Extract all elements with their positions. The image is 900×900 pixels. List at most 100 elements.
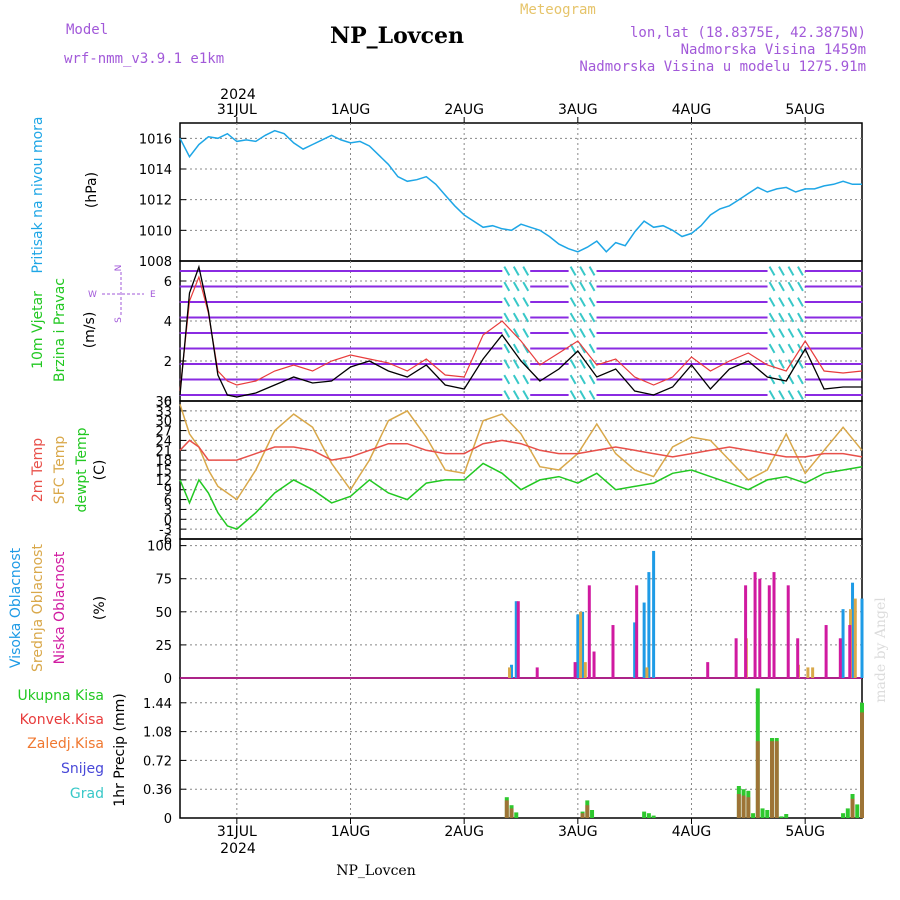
wind-barb — [522, 281, 530, 292]
date-tick-bottom: 4AUG — [672, 824, 712, 840]
wind-barb — [768, 281, 776, 292]
y-tick-label: 1012 — [139, 194, 172, 209]
precip-bar — [850, 798, 855, 818]
wind-barb — [512, 343, 520, 354]
wind-barb — [569, 297, 577, 307]
precip-bar — [860, 712, 864, 818]
wind-barb — [503, 297, 511, 307]
wind-barb — [522, 328, 530, 338]
cloud-bar — [535, 667, 539, 678]
model-elevation-text: Nadmorska Visina u modelu 1275.91m — [579, 59, 866, 75]
wind-barb — [797, 266, 804, 276]
y-tick-label: 15 — [155, 464, 172, 479]
y-tick-label: -3 — [159, 523, 172, 538]
year-bottom: 2024 — [220, 841, 256, 857]
y-tick-label: 0 — [164, 395, 172, 410]
compass-east: E — [150, 290, 156, 300]
wind-barb — [588, 343, 596, 354]
precip-bar — [509, 808, 514, 818]
cloud-bar — [848, 625, 852, 678]
wind-barb — [503, 343, 511, 354]
date-tick-top: 1AUG — [331, 102, 371, 118]
wind-barb — [768, 390, 776, 400]
cloud-low-label: Niska Oblacnost — [52, 551, 68, 664]
wind-barb — [588, 390, 596, 400]
date-tick-bottom: 3AUG — [558, 824, 598, 840]
temp-unit: (C) — [92, 460, 108, 481]
cloud-bar — [587, 585, 591, 678]
y-tick-label: 75 — [155, 573, 172, 588]
y-tick-label: 1016 — [139, 132, 172, 147]
date-tick-bottom: 5AUG — [785, 824, 825, 840]
wind-barb — [512, 312, 520, 323]
cloud-bar — [796, 638, 800, 678]
y-tick-label: 0 — [164, 513, 172, 528]
wind-barb — [522, 374, 530, 385]
wind-barb — [569, 390, 577, 400]
precip-bar — [841, 813, 846, 818]
y-tick-label: -6 — [159, 533, 172, 548]
cloud-bar — [806, 667, 810, 678]
y-tick-label: 3 — [164, 503, 172, 518]
wind-barb — [522, 297, 530, 307]
wind-barb — [588, 328, 596, 338]
cloud-bar — [516, 601, 520, 678]
y-tick-label: 25 — [155, 639, 172, 654]
precip-bar — [779, 816, 784, 818]
precip-bar — [755, 741, 760, 818]
temp-dew-label: dewpt Temp — [74, 427, 90, 512]
wind-barb — [503, 359, 511, 369]
wind-barb — [579, 281, 586, 292]
date-tick-top: 31JUL — [217, 102, 257, 118]
cloud-bar — [767, 585, 771, 678]
wind-barb — [797, 374, 804, 385]
precip-bar — [770, 741, 775, 818]
cloud-bar — [652, 550, 656, 678]
precip-bar — [580, 813, 585, 818]
precip-bar — [504, 800, 509, 818]
cloud-bar — [758, 578, 762, 678]
year-top: 2024 — [220, 87, 256, 103]
y-tick-label: 0.36 — [143, 783, 172, 798]
wind-barb — [579, 266, 586, 276]
precip-bar — [646, 813, 651, 818]
precip-bar — [651, 815, 656, 818]
wind-barb — [503, 328, 511, 338]
wind-barb — [797, 328, 804, 338]
wind-barb — [522, 266, 530, 276]
watermark: made by Angel — [873, 597, 889, 703]
cloud-bar — [579, 611, 583, 678]
cloud-bar — [576, 614, 580, 678]
wind-barb — [787, 281, 795, 292]
model-label: Model — [66, 22, 108, 38]
precip-total-label: Ukupna Kisa — [17, 688, 104, 704]
wind-barb — [503, 281, 511, 292]
wind-barb — [588, 374, 596, 385]
cloud-bar — [734, 638, 738, 678]
cloud-bar — [611, 625, 615, 678]
wind-barb — [512, 297, 520, 307]
wind-barb — [787, 297, 795, 307]
wind-barb — [569, 266, 577, 276]
precip-bar — [760, 808, 765, 818]
wind-barb — [503, 266, 511, 276]
cloud-bar — [510, 664, 514, 678]
y-tick-label: 21 — [155, 444, 172, 459]
precip-snow-label: Snijeg — [61, 761, 104, 777]
cloud-bar — [642, 602, 646, 678]
cloud-bar — [647, 572, 651, 678]
precip-conv-label: Konvek.Kisa — [20, 712, 104, 728]
precip-unit: 1hr Precip (mm) — [112, 693, 128, 806]
wind-barb — [787, 312, 795, 323]
y-tick-label: 1.44 — [143, 697, 172, 712]
precip-frozen-label: Zaledj.Kisa — [27, 736, 104, 752]
wind-barb — [797, 359, 804, 369]
wind-barb — [778, 390, 785, 400]
y-tick-label: 0.72 — [143, 754, 172, 769]
y-tick-label: 24 — [155, 434, 172, 449]
footer-station: NP_Lovcen — [336, 863, 415, 879]
compass-west: W — [88, 290, 97, 300]
y-tick-label: 1.08 — [143, 726, 172, 741]
wind-barb — [512, 374, 520, 385]
wind-unit: (m/s) — [82, 312, 98, 349]
